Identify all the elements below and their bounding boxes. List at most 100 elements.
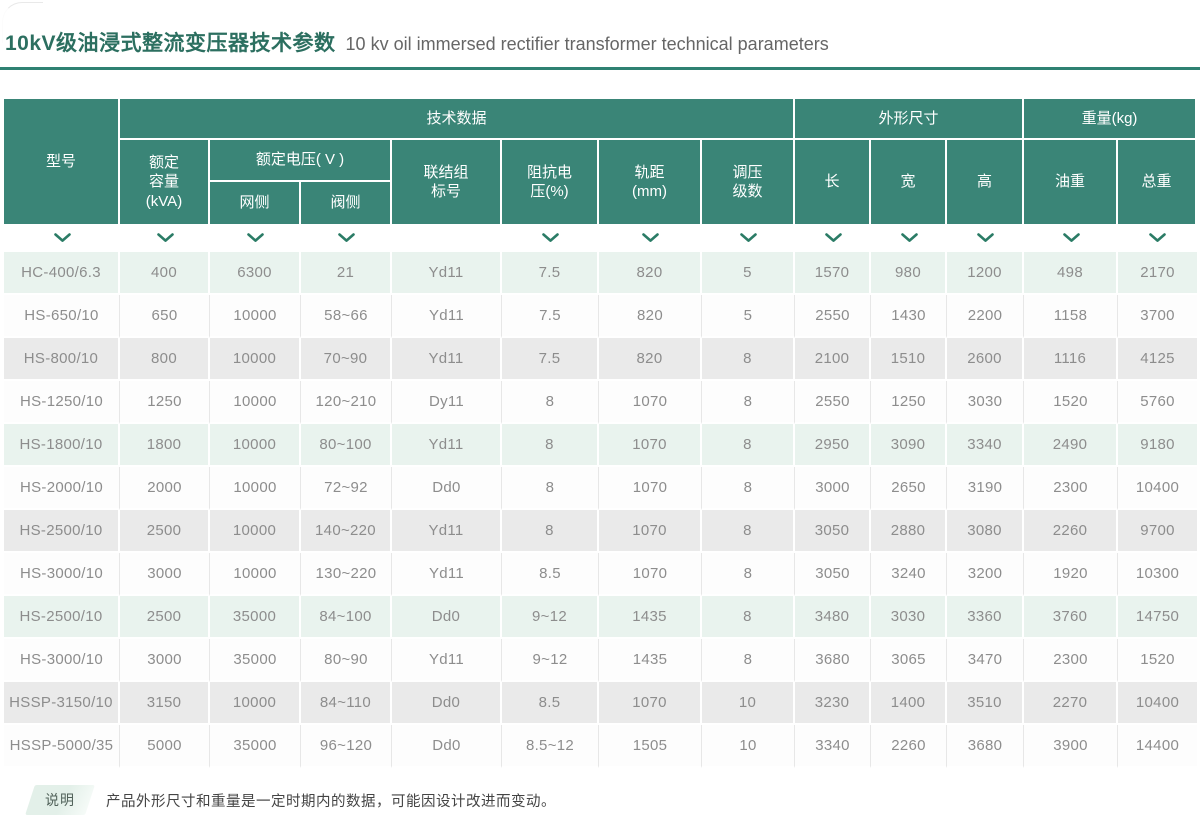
cell-value: 1250 — [120, 381, 210, 424]
table-header: 型号 技术数据 外形尺寸 重量(kg) 额定 容量 (kVA) 额定电压( V … — [4, 99, 1197, 226]
cell-value: 2260 — [871, 725, 947, 768]
cell-value: 10400 — [1118, 467, 1197, 510]
cell-value: 21 — [301, 252, 392, 295]
cell-value: 3065 — [871, 639, 947, 682]
cell-value: 1510 — [871, 338, 947, 381]
table-row: HS-3000/10 3000 35000 80~90 Yd11 9~12 1435 8 368… — [4, 639, 1197, 682]
cell-value: 3200 — [947, 553, 1024, 596]
cell-value: 2200 — [947, 295, 1024, 338]
parameters-table: 型号 技术数据 外形尺寸 重量(kg) 额定 容量 (kVA) 额定电压( V … — [4, 99, 1197, 768]
chevron-down-icon[interactable] — [900, 233, 918, 243]
cell-value: 3360 — [947, 596, 1024, 639]
table-row: HSSP-5000/35 5000 35000 96~120 Dd0 8.5~12 1505… — [4, 725, 1197, 768]
note-badge-label: 说明 — [45, 792, 75, 808]
col-header-length: 长 — [795, 140, 871, 226]
cell-value: 35000 — [210, 596, 301, 639]
cell-value: 130~220 — [301, 553, 392, 596]
column-chevron-cell — [502, 226, 599, 252]
chevron-down-icon[interactable] — [1062, 233, 1080, 243]
cell-value: Yd11 — [392, 553, 502, 596]
cell-value: 1520 — [1024, 381, 1118, 424]
cell-value: 3090 — [871, 424, 947, 467]
chevron-down-icon[interactable] — [542, 233, 559, 243]
chevron-down-icon[interactable] — [824, 233, 842, 243]
cell-value: 2650 — [871, 467, 947, 510]
cell-value: 9700 — [1118, 510, 1197, 553]
cell-value: 120~210 — [301, 381, 392, 424]
cell-value: Yd11 — [392, 252, 502, 295]
cell-value: 10300 — [1118, 553, 1197, 596]
col-header-grid-side: 网侧 — [210, 182, 301, 226]
cell-value: 3510 — [947, 682, 1024, 725]
cell-value: 4125 — [1118, 338, 1197, 381]
cell-value: 8.5 — [502, 553, 599, 596]
cell-value: Yd11 — [392, 639, 502, 682]
table-row: HC-400/6.3 400 6300 21 Yd11 7.5 820 5 1570 980 120… — [4, 252, 1197, 295]
cell-value: 2550 — [795, 295, 871, 338]
cell-value: 3470 — [947, 639, 1024, 682]
cell-value: Dd0 — [392, 725, 502, 768]
chevron-down-icon[interactable] — [740, 233, 757, 243]
cell-value: 1800 — [120, 424, 210, 467]
note-text: 产品外形尺寸和重量是一定时期内的数据，可能因设计改进而变动。 — [106, 793, 556, 810]
chevron-down-icon[interactable] — [642, 233, 659, 243]
table-row: HS-2500/10 2500 10000 140~220 Yd11 8 1070 8 3050… — [4, 510, 1197, 553]
cell-value: 5 — [702, 295, 795, 338]
col-header-height: 高 — [947, 140, 1024, 226]
cell-value: 8 — [702, 467, 795, 510]
cell-value: 3340 — [947, 424, 1024, 467]
cell-model: HC-400/6.3 — [4, 252, 120, 295]
chevron-down-icon[interactable] — [156, 233, 174, 243]
column-chevron-cell — [795, 226, 871, 252]
cell-value: 3030 — [947, 381, 1024, 424]
chevron-down-icon[interactable] — [1149, 233, 1166, 243]
chevron-down-icon[interactable] — [53, 233, 71, 243]
column-chevron-cell — [947, 226, 1024, 252]
column-chevron-cell — [871, 226, 947, 252]
cell-value: 800 — [120, 338, 210, 381]
cell-value: 8.5 — [502, 682, 599, 725]
cell-model: HS-2500/10 — [4, 510, 120, 553]
cell-value: 84~100 — [301, 596, 392, 639]
cell-value: 1070 — [599, 553, 702, 596]
cell-value: Yd11 — [392, 295, 502, 338]
cell-value: 140~220 — [301, 510, 392, 553]
cell-model: HS-2000/10 — [4, 467, 120, 510]
page-title: 10kV级油浸式整流变压器技术参数 — [5, 32, 336, 55]
cell-value: 400 — [120, 252, 210, 295]
cell-value: 1520 — [1118, 639, 1197, 682]
cell-value: 8 — [502, 381, 599, 424]
cell-value: 1920 — [1024, 553, 1118, 596]
chevron-down-icon[interactable] — [247, 233, 264, 243]
cell-value: 6300 — [210, 252, 301, 295]
chevron-down-icon[interactable] — [977, 233, 994, 243]
cell-model: HS-650/10 — [4, 295, 120, 338]
cell-value: 3050 — [795, 510, 871, 553]
column-chevron-row — [4, 226, 1197, 252]
cell-value: 8 — [702, 381, 795, 424]
cell-value: 1070 — [599, 424, 702, 467]
cell-value: 80~90 — [301, 639, 392, 682]
cell-value: 3000 — [795, 467, 871, 510]
cell-value: 8 — [502, 467, 599, 510]
cell-value: 3680 — [947, 725, 1024, 768]
cell-value: 10000 — [210, 510, 301, 553]
cell-value: 84~110 — [301, 682, 392, 725]
cell-value: 2490 — [1024, 424, 1118, 467]
cell-model: HSSP-5000/35 — [4, 725, 120, 768]
cell-value: 2880 — [871, 510, 947, 553]
cell-value: 8 — [702, 510, 795, 553]
cell-value: 3080 — [947, 510, 1024, 553]
column-chevron-cell — [210, 226, 301, 252]
cell-value: 7.5 — [502, 295, 599, 338]
chevron-down-icon[interactable] — [338, 233, 355, 243]
table-row: HS-2500/10 2500 35000 84~100 Dd0 9~12 1435 8 348… — [4, 596, 1197, 639]
note-badge: 说明 — [25, 785, 95, 815]
cell-value: 10000 — [210, 467, 301, 510]
cell-value: 2600 — [947, 338, 1024, 381]
table-row: HS-2000/10 2000 10000 72~92 Dd0 8 1070 8 3000 265… — [4, 467, 1197, 510]
cell-model: HS-1800/10 — [4, 424, 120, 467]
cell-value: 3230 — [795, 682, 871, 725]
cell-value: 3760 — [1024, 596, 1118, 639]
cell-value: 8 — [502, 424, 599, 467]
